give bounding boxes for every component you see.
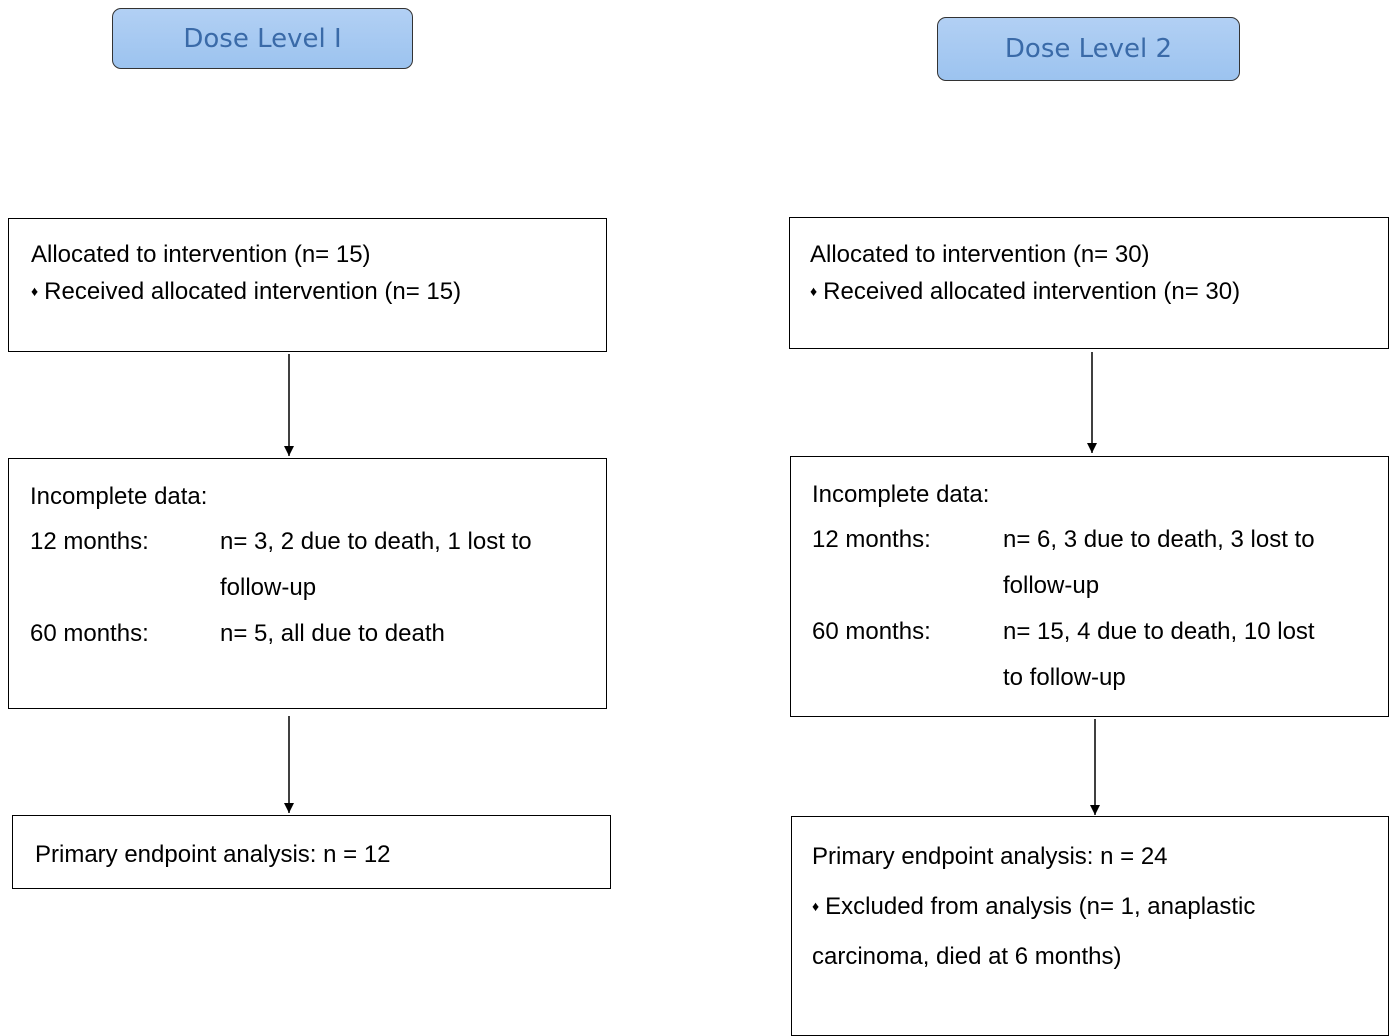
right-incomplete-title: Incomplete data:	[812, 481, 990, 508]
right-allocation-box: Allocated to intervention (n= 30) ♦ Recei…	[789, 217, 1389, 349]
bullet-diamond-icon: ♦	[810, 283, 818, 299]
left-incomplete-title: Incomplete data:	[30, 483, 208, 510]
left-incomplete-box: Incomplete data: 12 months: n= 3, 2 due …	[8, 458, 607, 709]
right-60m-value-2: to follow-up	[1003, 664, 1126, 691]
bullet-diamond-icon: ♦	[31, 283, 39, 299]
right-primary-text: Primary endpoint analysis: n = 24	[812, 843, 1168, 870]
bullet-diamond-icon: ♦	[812, 898, 820, 914]
right-12m-value-2: follow-up	[1003, 572, 1100, 599]
left-60m-value-1: n= 5, all due to death	[220, 620, 445, 647]
right-primary-box: Primary endpoint analysis: n = 24 ♦ Exclu…	[791, 816, 1389, 1036]
right-allocated-text: Allocated to intervention (n= 30)	[810, 241, 1150, 268]
right-excluded-text-2: carcinoma, died at 6 months)	[812, 943, 1122, 970]
dose-level-2-header: Dose Level 2	[937, 17, 1240, 81]
dose-level-1-header: Dose Level I	[112, 8, 413, 69]
left-primary-box: Primary endpoint analysis: n = 12	[12, 815, 611, 889]
left-received-text: Received allocated intervention (n= 15)	[44, 278, 462, 305]
left-allocated-text: Allocated to intervention (n= 15)	[31, 241, 371, 268]
left-12m-label: 12 months:	[30, 528, 149, 555]
right-excluded-text-1: Excluded from analysis (n= 1, anaplastic	[825, 893, 1256, 920]
right-60m-label: 60 months:	[812, 618, 931, 645]
left-12m-value-2: follow-up	[220, 574, 317, 601]
right-12m-label: 12 months:	[812, 526, 931, 553]
left-12m-value-1: n= 3, 2 due to death, 1 lost to	[220, 528, 532, 555]
left-allocation-box: Allocated to intervention (n= 15) ♦ Recei…	[8, 218, 607, 352]
right-12m-value-1: n= 6, 3 due to death, 3 lost to	[1003, 526, 1315, 553]
left-primary-text: Primary endpoint analysis: n = 12	[35, 841, 391, 868]
right-incomplete-box: Incomplete data: 12 months: n= 6, 3 due …	[790, 456, 1389, 717]
dose-level-2-label: Dose Level 2	[1004, 34, 1173, 64]
left-60m-label: 60 months:	[30, 620, 149, 647]
right-received-text: Received allocated intervention (n= 30)	[823, 278, 1241, 305]
right-60m-value-1: n= 15, 4 due to death, 10 lost	[1003, 618, 1315, 645]
dose-level-1-label: Dose Level I	[183, 23, 342, 54]
